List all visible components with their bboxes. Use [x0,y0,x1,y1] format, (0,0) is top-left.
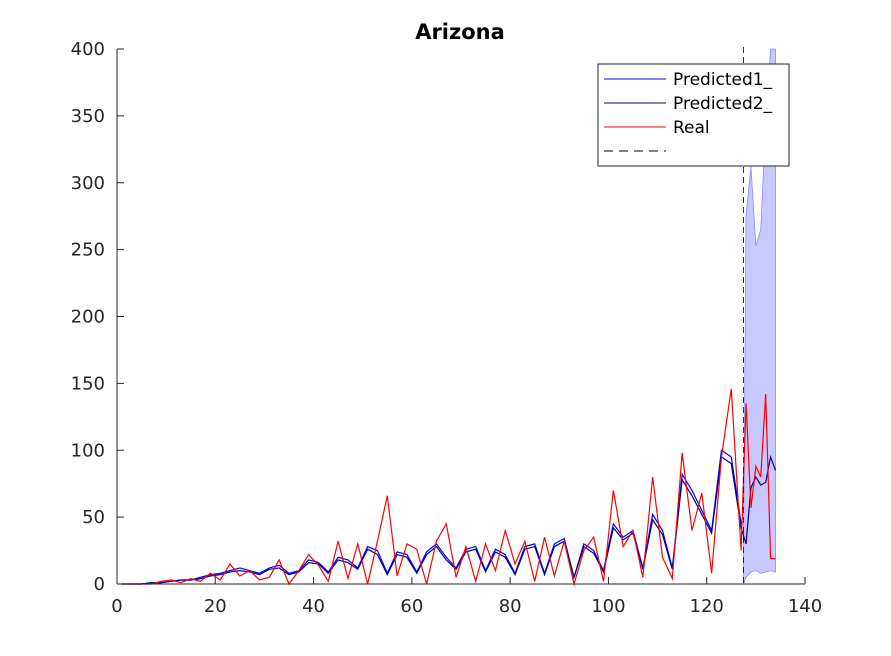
chart-title: Arizona [415,20,505,44]
x-tick-label: 0 [111,596,122,617]
x-tick-label: 140 [788,596,822,617]
x-tick-label: 100 [591,596,625,617]
legend-label: Real [673,118,710,138]
y-tick-label: 250 [71,240,105,261]
series-line-2 [121,454,777,585]
x-tick-label: 20 [204,596,227,617]
y-tick-label: 300 [71,173,105,194]
y-tick-label: 100 [71,440,105,461]
x-tick-label: 80 [499,596,522,617]
x-tick-label: 60 [400,596,423,617]
axes: 0 20 40 60 80 100 120 140 0 50 100 150 200 250 300 350 4… [71,39,823,617]
legend-label: Predicted2_ [673,94,773,114]
legend: Predicted1_ Predicted2_ Real [597,63,790,167]
legend-box [597,63,790,167]
y-tick-label: 50 [82,507,105,528]
legend-label: Predicted1_ [673,70,773,90]
y-tick-label: 350 [71,106,105,127]
x-tick-label: 40 [302,596,325,617]
y-tick-label: 0 [94,574,105,595]
x-tick-label: 120 [690,596,724,617]
series-line-3 [121,388,776,587]
y-tick-label: 400 [71,39,105,60]
y-tick-label: 200 [71,307,105,328]
y-tick-label: 150 [71,373,105,394]
plot-area [121,47,777,587]
